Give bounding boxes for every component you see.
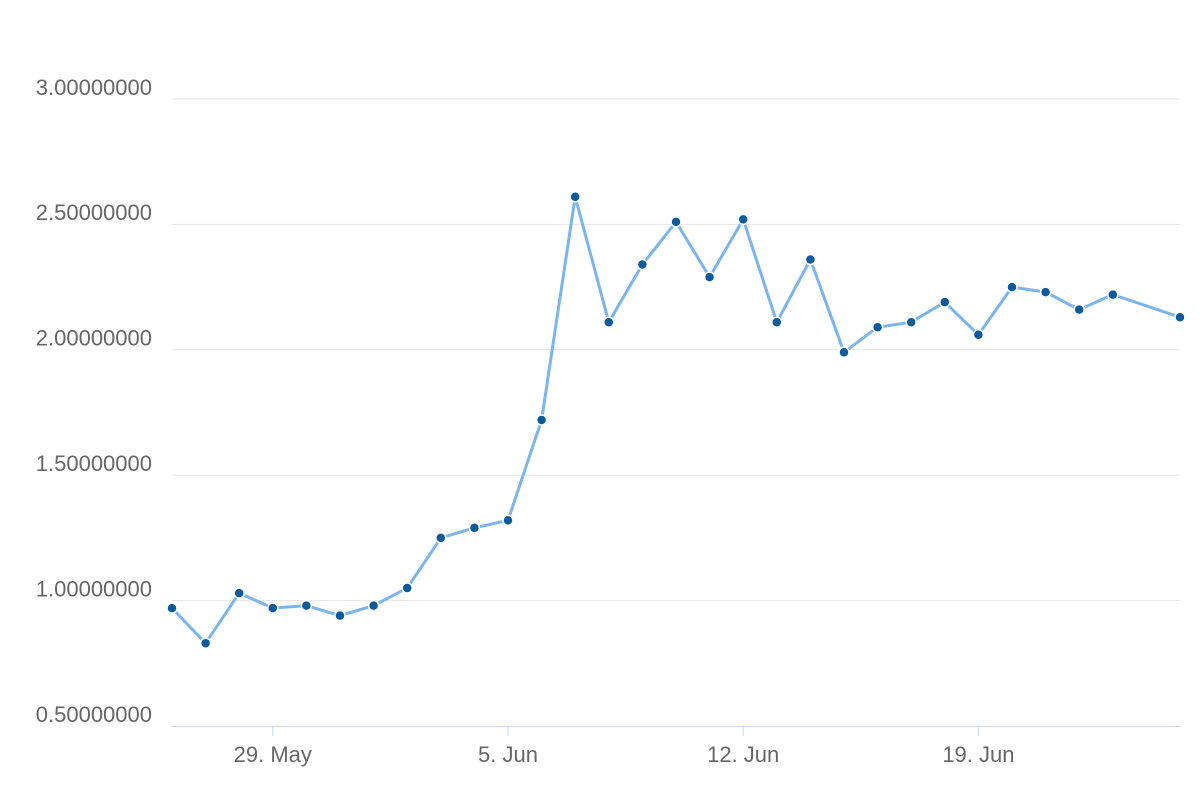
data-point [300, 599, 313, 612]
data-point [334, 609, 346, 622]
data-point [972, 329, 985, 341]
y-tick-label: 2.00000000 [36, 326, 152, 351]
data-point [435, 532, 447, 544]
data-point [838, 346, 850, 359]
data-point [267, 602, 279, 614]
y-tick-label: 0.50000000 [36, 702, 152, 727]
data-point [199, 637, 212, 649]
y-tick-label: 1.00000000 [36, 576, 152, 601]
data-point [703, 271, 716, 283]
data-point [737, 213, 749, 226]
data-point [636, 258, 649, 271]
x-tick-label: 12. Jun [707, 742, 779, 767]
data-point [905, 316, 917, 328]
data-point [771, 316, 783, 328]
data-point [367, 599, 380, 612]
data-point [1107, 288, 1119, 301]
y-tick-label: 1.50000000 [36, 451, 152, 476]
data-point [871, 321, 884, 333]
data-point [804, 253, 817, 266]
y-tick-label: 3.00000000 [36, 75, 152, 100]
y-tick-label: 2.50000000 [36, 200, 152, 225]
x-tick-label: 5. Jun [478, 742, 538, 767]
series-line [170, 195, 1181, 645]
data-point [1073, 303, 1085, 316]
data-point [1174, 311, 1186, 323]
data-point [603, 316, 615, 328]
data-point [468, 522, 481, 534]
data-point [166, 602, 178, 614]
data-point [502, 514, 514, 527]
data-point [1039, 286, 1052, 298]
data-point [569, 191, 581, 203]
data-point [939, 296, 951, 308]
data-point [1006, 281, 1018, 293]
data-point [535, 414, 548, 426]
data-point [233, 587, 245, 599]
x-tick-label: 29. May [234, 742, 312, 767]
data-point [670, 216, 682, 228]
data-point [401, 582, 413, 594]
x-tick-label: 19. Jun [942, 742, 1014, 767]
